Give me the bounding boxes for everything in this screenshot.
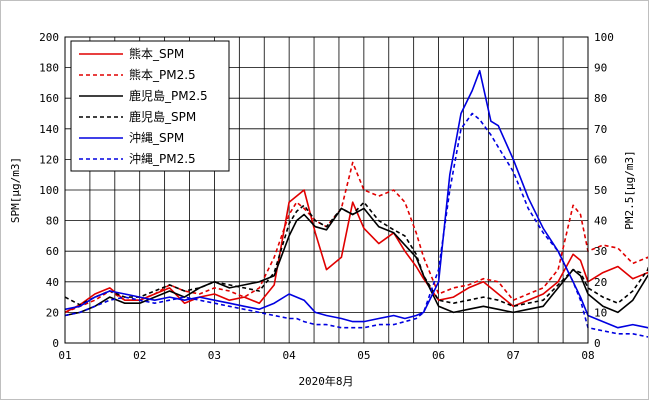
left-tick-label: 0 bbox=[52, 337, 59, 350]
x-tick-label: 01 bbox=[58, 349, 71, 362]
left-tick-label: 60 bbox=[46, 245, 59, 258]
right-tick-label: 10 bbox=[594, 306, 607, 319]
left-tick-label: 20 bbox=[46, 306, 59, 319]
left-axis: 0 20 40 60 80 100 120 140 160 180 200 bbox=[39, 31, 59, 350]
left-tick-label: 120 bbox=[39, 153, 59, 166]
series-layer bbox=[64, 69, 648, 338]
series-line-4 bbox=[64, 201, 648, 308]
legend-label: 熊本_PM2.5 bbox=[129, 67, 196, 82]
right-tick-label: 0 bbox=[594, 337, 601, 350]
left-tick-label: 80 bbox=[46, 215, 59, 228]
left-tick-label: 100 bbox=[39, 184, 59, 197]
legend-box bbox=[70, 40, 230, 172]
left-axis-title: SPM[μg/m3] bbox=[9, 157, 22, 223]
right-tick-label: 40 bbox=[594, 215, 607, 228]
left-tick-label: 140 bbox=[39, 123, 59, 136]
legend: 熊本_SPM 熊本_PM2.5 鹿児島_PM2.5 鹿児島_SPM 沖縄_SPM 沖縄_P… bbox=[70, 40, 230, 172]
x-tick-label: 08 bbox=[581, 349, 594, 362]
right-tick-label: 60 bbox=[594, 153, 607, 166]
x-tick-label: 03 bbox=[208, 349, 221, 362]
x-tick-label: 02 bbox=[133, 349, 146, 362]
x-axis-title: 2020年8月 bbox=[298, 374, 353, 388]
right-axis: 0 10 20 30 40 50 60 70 80 90 100 bbox=[594, 31, 614, 350]
x-tick-label: 04 bbox=[283, 349, 297, 362]
legend-label: 沖縄_PM2.5 bbox=[129, 151, 196, 166]
right-tick-label: 100 bbox=[594, 31, 614, 44]
legend-label: 熊本_SPM bbox=[129, 46, 184, 61]
right-tick-label: 70 bbox=[594, 123, 607, 136]
series-line-6 bbox=[64, 112, 648, 338]
legend-label: 沖縄_SPM bbox=[129, 130, 184, 145]
x-tick-label: 05 bbox=[357, 349, 370, 362]
left-tick-label: 40 bbox=[46, 276, 59, 289]
left-tick-label: 160 bbox=[39, 92, 59, 105]
right-tick-label: 80 bbox=[594, 92, 607, 105]
left-tick-label: 180 bbox=[39, 62, 59, 75]
left-tick-label: 200 bbox=[39, 31, 59, 44]
legend-label: 鹿児島_SPM bbox=[129, 109, 196, 124]
right-tick-label: 30 bbox=[594, 245, 607, 258]
right-axis-title: PM2.5[μg/m3] bbox=[623, 150, 636, 229]
right-tick-label: 20 bbox=[594, 276, 607, 289]
x-tick-label: 07 bbox=[507, 349, 520, 362]
right-tick-label: 50 bbox=[594, 184, 607, 197]
plot-frame bbox=[64, 36, 589, 344]
series-line-2 bbox=[64, 161, 648, 314]
x-tick-label: 06 bbox=[432, 349, 445, 362]
right-tick-label: 90 bbox=[594, 62, 607, 75]
legend-label: 鹿児島_PM2.5 bbox=[129, 88, 208, 103]
x-axis: 01 02 03 04 05 06 07 08 bbox=[58, 349, 594, 362]
